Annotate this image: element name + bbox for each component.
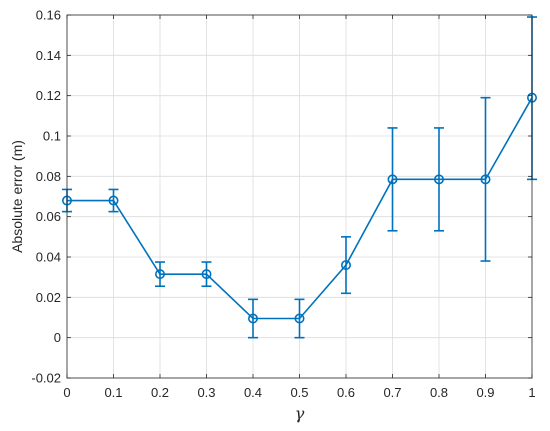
y-tick-label: 0.08 <box>36 169 61 184</box>
y-tick-label: 0.16 <box>36 8 61 23</box>
data-point <box>201 269 212 280</box>
x-tick-label: 0.5 <box>290 385 308 400</box>
data-point <box>248 313 259 324</box>
y-tick-label: 0.04 <box>36 250 61 265</box>
data-point <box>155 269 166 280</box>
y-tick-label: 0.1 <box>43 129 61 144</box>
x-tick-label: 0.6 <box>337 385 355 400</box>
x-tick-label: 0.9 <box>476 385 494 400</box>
y-tick-label: 0.14 <box>36 48 61 63</box>
y-tick-label: -0.02 <box>31 371 61 386</box>
y-tick-label: 0 <box>54 330 61 345</box>
x-tick-label: 0.1 <box>104 385 122 400</box>
x-tick-label: 0.3 <box>197 385 215 400</box>
x-tick-label: 0.4 <box>244 385 262 400</box>
x-tick-label: 0.7 <box>383 385 401 400</box>
y-tick-label: 0.12 <box>36 88 61 103</box>
x-tick-label: 1 <box>528 385 535 400</box>
y-axis-label: Absolute error (m) <box>9 140 25 253</box>
data-point <box>433 174 444 185</box>
x-tick-label: 0.8 <box>430 385 448 400</box>
tick-labels: 0 0.1 0.2 0.3 0.4 0.5 0.6 0.7 0.8 0.9 1-0.0200.020… <box>31 8 535 401</box>
series-layer <box>61 16 537 339</box>
y-tick-label: 0.02 <box>36 290 61 305</box>
data-point <box>387 174 398 185</box>
x-tick-label: 0.2 <box>151 385 169 400</box>
data-point <box>108 195 119 206</box>
x-axis-label: γ <box>295 404 305 423</box>
data-point <box>294 313 305 324</box>
x-tick-label: 0 <box>63 385 70 400</box>
tick-marks <box>66 14 533 379</box>
y-tick-label: 0.06 <box>36 209 61 224</box>
data-point <box>340 260 351 271</box>
data-point <box>480 174 491 185</box>
